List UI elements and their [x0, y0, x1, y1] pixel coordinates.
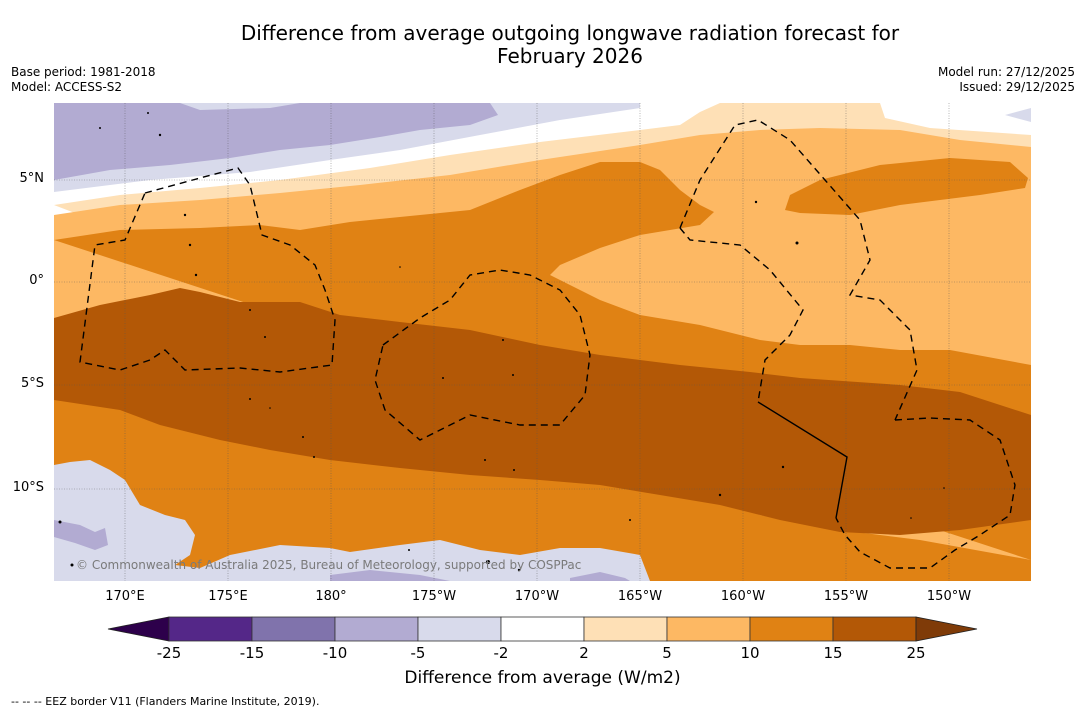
lat-label-10s: 10°S [12, 480, 44, 495]
meta-right: Model run: 27/12/2025 Issued: 29/12/2025 [938, 65, 1075, 95]
colorbar-bin [417, 616, 502, 642]
lon-label-155w: 155°W [823, 589, 869, 604]
chart-title: Difference from average outgoing longwav… [0, 22, 1085, 68]
contour-fills [54, 103, 1031, 581]
eez-border-solid [757, 401, 848, 519]
copyright-notice: © Commonwealth of Australia 2025, Bureau… [76, 558, 582, 572]
colorbar-tick: 10 [740, 644, 760, 662]
lat-label-5s: 5°S [20, 376, 44, 391]
colorbar-bin [251, 616, 336, 642]
colorbar-label: Difference from average (W/m2) [404, 668, 681, 688]
fill-light-purple-south [54, 460, 650, 581]
fill-purple-south [54, 520, 108, 550]
lon-label-150w: 150°W [926, 589, 972, 604]
lon-label-160w: 160°W [720, 589, 766, 604]
eez-kiribati-gilbert [79, 167, 336, 373]
colorbar-tick: 15 [823, 644, 843, 662]
eez-cook-south [835, 417, 1016, 569]
lat-label-0: 0° [29, 273, 44, 288]
colorbar-tick: 25 [906, 644, 926, 662]
fill-purple-north [54, 103, 498, 180]
colorbar-bin [832, 616, 917, 642]
fill-brown [54, 288, 1031, 535]
colorbar-bin [168, 616, 253, 642]
fill-purple-south-3 [570, 572, 630, 581]
lat-label-5n: 5°N [19, 171, 45, 186]
lon-label-165w: 165°W [617, 589, 663, 604]
colorbar-bin [500, 616, 585, 642]
colorbar-bin [749, 616, 834, 642]
model-run: Model run: 27/12/2025 [937, 65, 1075, 79]
eez-footnote: -- -- -- EEZ border V11 (Flanders Marine… [11, 695, 320, 708]
lon-label-175e: 175°E [208, 589, 248, 604]
colorbar-tick: -15 [239, 644, 265, 662]
islands [58, 112, 945, 572]
lon-label-170w: 170°W [514, 589, 560, 604]
issued-date: Issued: 29/12/2025 [959, 80, 1075, 94]
colorbar-extend-high [915, 616, 978, 642]
colorbar-bin [583, 616, 668, 642]
colorbar-tick: 2 [579, 644, 589, 662]
fill-purple-south-2 [330, 570, 450, 581]
meta-left: Base period: 1981-2018 Model: ACCESS-S2 [11, 65, 156, 95]
colorbar-extend-low [107, 616, 170, 642]
lon-label-175w: 175°W [411, 589, 457, 604]
colorbar-tick: -2 [493, 644, 509, 662]
colorbar-tick: -25 [156, 644, 182, 662]
title-line-2: February 2026 [497, 44, 643, 68]
colorbar-bin [666, 616, 751, 642]
eez-kiribati-phoenix [374, 269, 591, 441]
colorbar-bin [334, 616, 419, 642]
eez-borders [79, 119, 1016, 569]
fill-light-purple-ne [1005, 108, 1031, 122]
lon-label-170e: 170°E [105, 589, 145, 604]
model-name: Model: ACCESS-S2 [11, 80, 123, 94]
base-period: Base period: 1981-2018 [11, 65, 156, 79]
title-line-1: Difference from average outgoing longwav… [240, 21, 900, 45]
lon-label-180: 180° [315, 589, 347, 604]
colorbar-tick: -10 [322, 644, 348, 662]
gridlines [54, 103, 1031, 581]
colorbar-tick: 5 [662, 644, 672, 662]
colorbar-tick: -5 [410, 644, 426, 662]
